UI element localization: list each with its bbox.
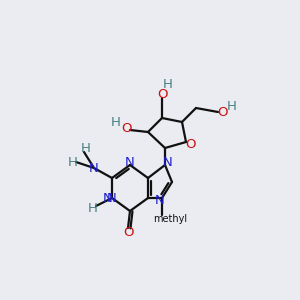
- Text: O: O: [217, 106, 227, 118]
- Text: N: N: [155, 194, 165, 208]
- Text: O: O: [123, 226, 133, 238]
- Text: O: O: [157, 88, 167, 100]
- Text: H: H: [163, 77, 173, 91]
- Text: H: H: [81, 142, 91, 155]
- Text: H: H: [68, 155, 78, 169]
- Text: H: H: [88, 202, 98, 214]
- Text: N: N: [107, 191, 117, 205]
- Text: N: N: [103, 191, 113, 205]
- Text: O: O: [121, 122, 131, 136]
- Text: O: O: [186, 139, 196, 152]
- Text: H: H: [111, 116, 121, 130]
- Text: H: H: [227, 100, 237, 112]
- Text: N: N: [89, 161, 99, 175]
- Text: N: N: [125, 155, 135, 169]
- Text: methyl: methyl: [153, 214, 187, 224]
- Text: N: N: [163, 157, 173, 169]
